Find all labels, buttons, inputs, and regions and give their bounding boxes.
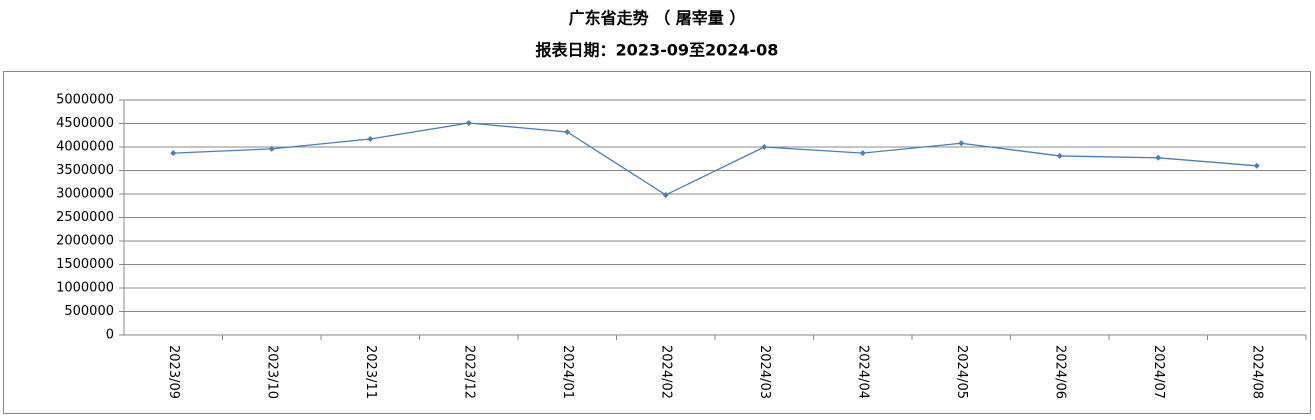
- x-tick-label: 2023/09: [166, 345, 181, 399]
- chart-frame: [3, 71, 1311, 414]
- x-tick-label: 2024/04: [855, 345, 870, 399]
- y-tick-label: 2500000: [56, 210, 114, 225]
- marker: [1056, 152, 1063, 159]
- marker: [662, 191, 669, 198]
- marker: [1253, 162, 1260, 169]
- y-tick-label: 4000000: [56, 140, 114, 155]
- x-tick-label: 2023/10: [264, 345, 279, 399]
- y-tick-label: 500000: [64, 304, 114, 319]
- x-tick-label: 2024/06: [1052, 345, 1067, 399]
- x-tick-label: 2024/03: [757, 345, 772, 399]
- chart-title: 广东省走势 （ 屠宰量 ）: [569, 9, 746, 28]
- x-tick-label: 2023/11: [363, 345, 378, 399]
- line: [173, 122, 1257, 196]
- x-tick-label: 2024/05: [954, 345, 969, 399]
- marker: [367, 136, 374, 143]
- x-tick-label: 2023/12: [461, 345, 476, 399]
- marker: [859, 150, 866, 157]
- marker: [958, 140, 965, 147]
- y-tick-label: 2000000: [56, 234, 114, 249]
- y-tick-label: 1500000: [56, 257, 114, 272]
- y-tick-label: 4500000: [56, 116, 114, 131]
- y-tick-label: 3500000: [56, 163, 114, 178]
- marker: [268, 145, 275, 152]
- chart-subtitle: 报表日期：2023-09至2024-08: [536, 41, 779, 60]
- y-tick-label: 5000000: [56, 93, 114, 108]
- y-tick-label: 3000000: [56, 187, 114, 202]
- x-tick-label: 2024/07: [1151, 345, 1166, 399]
- x-tick-label: 2024/08: [1249, 345, 1264, 399]
- marker: [170, 150, 177, 157]
- marker: [1155, 154, 1162, 161]
- y-tick-label: 1000000: [56, 281, 114, 296]
- x-tick-label: 2024/01: [560, 345, 575, 399]
- marker: [564, 128, 571, 135]
- marker: [761, 144, 768, 150]
- x-tick-label: 2024/02: [658, 345, 673, 399]
- marker: [465, 120, 472, 127]
- y-tick-label: 0: [106, 328, 114, 343]
